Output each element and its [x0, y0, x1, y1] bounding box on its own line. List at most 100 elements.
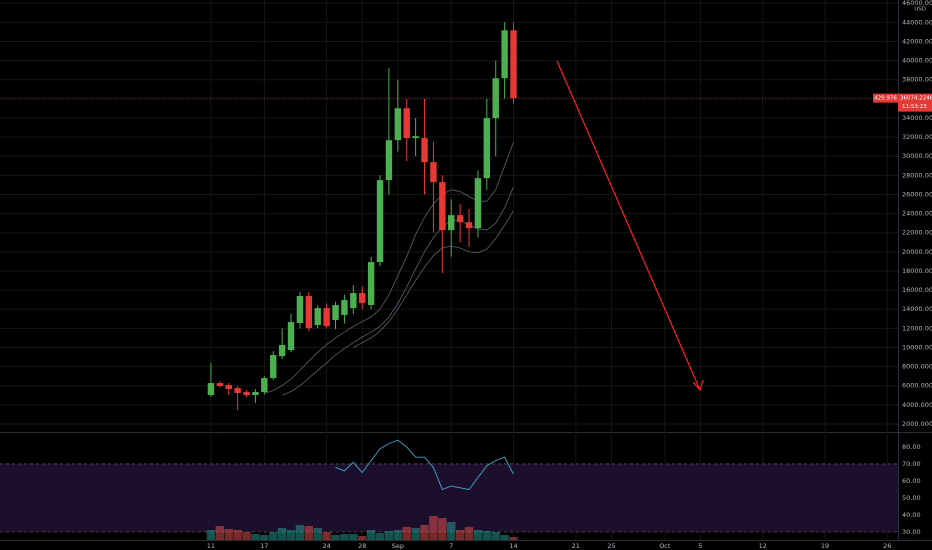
- volume-bar: [447, 522, 456, 540]
- volume-bar: [393, 530, 403, 540]
- volume-bar: [206, 530, 216, 540]
- x-tick-label: 5: [698, 542, 702, 550]
- volume-bar: [509, 537, 518, 540]
- volume-bar: [429, 516, 438, 540]
- candle-body: [341, 300, 348, 315]
- volume-bar: [322, 532, 331, 540]
- candle-body: [385, 140, 393, 181]
- y-tick-label: 24000.00000: [902, 210, 932, 218]
- y-tick-label: 60.00: [902, 477, 921, 485]
- volume-bar: [438, 518, 447, 540]
- moving-average: [353, 210, 514, 348]
- volume-bar: [491, 532, 500, 540]
- x-tick-label: 17: [260, 542, 268, 550]
- x-tick-label: 28: [358, 542, 366, 550]
- candle-body: [278, 345, 286, 357]
- y-tick-label: 46000.00000: [902, 0, 932, 7]
- volume-bar: [500, 535, 509, 540]
- candle-body: [207, 383, 215, 396]
- candle-body: [456, 215, 464, 223]
- y-tick-label: 30.00: [902, 528, 921, 536]
- x-tick-label: 24: [322, 542, 330, 550]
- currency: USD: [914, 7, 926, 13]
- candle-body: [412, 136, 419, 139]
- y-tick-label: 44000.00000: [902, 18, 932, 26]
- volume-bar: [375, 533, 385, 540]
- candle-body: [367, 262, 375, 306]
- candle-body: [225, 385, 232, 389]
- volume-bar: [455, 530, 465, 540]
- candle-body: [465, 222, 473, 229]
- y-tick-label: 2000.00000: [902, 420, 932, 428]
- x-tick-label: 12: [759, 542, 767, 550]
- x-tick-label: Oct: [659, 542, 671, 550]
- candle-body: [234, 388, 241, 394]
- candle-body: [261, 378, 268, 393]
- volume-bar: [482, 531, 492, 540]
- x-tick-label: 21: [572, 542, 580, 550]
- volume-bar: [331, 535, 340, 540]
- y-tick-label: 10000.00000: [902, 343, 932, 351]
- y-tick-label: 4000.00000: [902, 401, 932, 409]
- volume-bar: [420, 525, 429, 540]
- rsi-band: [0, 463, 898, 533]
- volume-bar: [242, 532, 251, 540]
- candle-body: [287, 322, 295, 351]
- candle-body: [439, 182, 446, 231]
- y-tick-label: 50.00: [902, 494, 921, 502]
- volume-bar: [277, 528, 287, 540]
- volume-bar: [358, 536, 367, 540]
- y-tick-label: 34000.00000: [902, 114, 932, 122]
- price-box: [898, 93, 932, 112]
- volume-bar: [349, 534, 358, 540]
- rsi-line: [335, 439, 514, 491]
- volume-bar: [366, 530, 376, 540]
- x-tick-label: 11: [207, 542, 215, 550]
- y-tick-label: 14000.00000: [902, 305, 932, 313]
- candle-body: [403, 108, 410, 139]
- volume-bar: [215, 526, 225, 540]
- y-tick-label: 18000.00000: [902, 267, 932, 275]
- moving-average: [264, 141, 514, 394]
- y-tick-label: 8000.00000: [902, 363, 932, 371]
- x-tick-label: 25: [607, 542, 615, 550]
- volume-bar: [464, 527, 474, 540]
- candle-body: [394, 108, 402, 141]
- candle-body: [421, 138, 428, 163]
- candle-body: [270, 355, 277, 379]
- volume-bar: [340, 534, 349, 540]
- volume-bar: [295, 525, 305, 540]
- volume-bar: [411, 528, 420, 540]
- y-tick-label: 20000.00000: [902, 248, 932, 256]
- candle-body: [376, 180, 384, 263]
- x-tick-label: 14: [509, 542, 517, 550]
- arrow-head: [692, 379, 704, 392]
- candle-body: [332, 305, 339, 321]
- candle-body: [430, 162, 437, 183]
- volume-bar: [402, 527, 411, 540]
- candle-body: [252, 392, 259, 396]
- candle-body: [305, 296, 313, 329]
- candle-body: [216, 383, 224, 387]
- candle-body: [296, 296, 304, 324]
- candle-body: [323, 308, 330, 327]
- y-tick-label: 6000.00000: [902, 382, 932, 390]
- volume-bar: [269, 532, 278, 540]
- candle-body: [510, 30, 517, 99]
- volume-bar: [384, 531, 394, 540]
- change-box: [873, 93, 898, 103]
- y-tick-label: 32000.00000: [902, 133, 932, 141]
- y-tick-label: 12000.00000: [902, 324, 932, 332]
- y-tick-label: 40.00: [902, 511, 921, 519]
- change-label: 429.976: [874, 96, 897, 102]
- x-tick-label: 19: [821, 542, 829, 550]
- candle-body: [350, 293, 357, 309]
- y-tick-label: 16000.00000: [902, 286, 932, 294]
- x-tick-label: Sep: [392, 542, 404, 550]
- candle-body: [359, 293, 366, 304]
- candle-body: [474, 178, 482, 229]
- candle-body: [243, 392, 250, 396]
- y-tick-label: 40000.00000: [902, 57, 932, 65]
